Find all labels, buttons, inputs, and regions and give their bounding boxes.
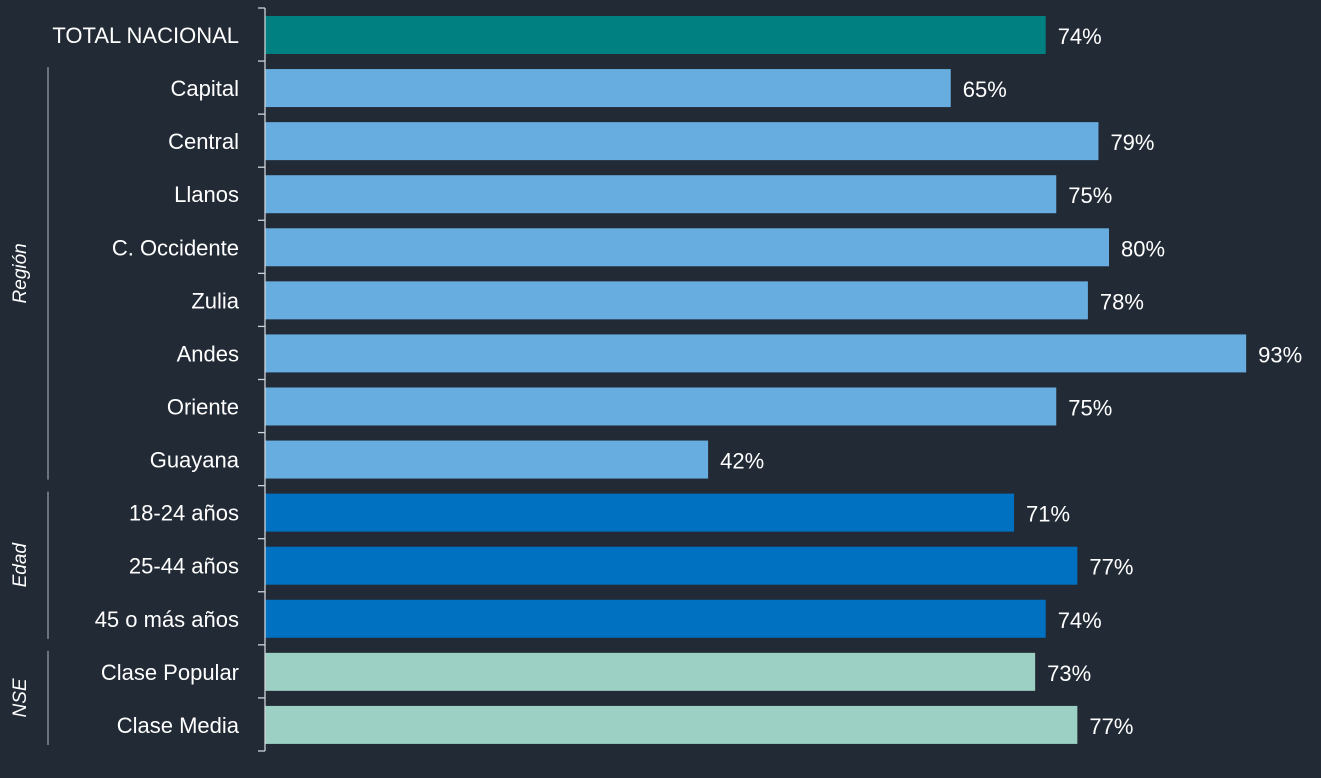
category-axis — [258, 7, 266, 752]
group-brackets: Región Edad NSE — [10, 67, 49, 745]
bar-25-44-a-os — [265, 546, 1078, 585]
value-label-zulia: 78% — [1100, 289, 1144, 314]
bar-clase-popular — [265, 652, 1036, 691]
category-label-c-occidente: C. Occidente — [112, 235, 239, 260]
bar-zulia — [265, 281, 1088, 320]
value-label-oriente: 75% — [1068, 395, 1112, 420]
category-label-guayana: Guayana — [150, 448, 240, 473]
value-label-guayana: 42% — [720, 449, 764, 474]
value-label-capital: 65% — [963, 77, 1007, 102]
bar-oriente — [265, 387, 1057, 426]
category-label-total-nacional: TOTAL NACIONAL — [52, 23, 239, 48]
category-label-zulia: Zulia — [191, 288, 239, 313]
category-label-central: Central — [168, 129, 239, 154]
bar-capital — [265, 69, 951, 108]
category-label-18-24-a-os: 18-24 años — [129, 501, 239, 526]
bar-18-24-a-os — [265, 493, 1015, 532]
value-label-llanos: 75% — [1068, 183, 1112, 208]
value-label-clase-popular: 73% — [1047, 661, 1091, 686]
category-label-llanos: Llanos — [174, 182, 239, 207]
value-label-25-44-a-os: 77% — [1089, 555, 1133, 580]
bar-llanos — [265, 175, 1057, 214]
group-label-nse: NSE — [10, 678, 31, 717]
value-label-total-nacional: 74% — [1058, 24, 1102, 49]
bar-central — [265, 122, 1099, 161]
bar-andes — [265, 334, 1247, 373]
category-labels: TOTAL NACIONAL Capital Central Llanos C. Occ… — [52, 23, 239, 738]
bar-clase-media — [265, 705, 1078, 744]
value-labels: 74% 65% 79% 75% 80% 78% 93% 75% 42% 71% 77% 74% 73% 7… — [720, 24, 1302, 739]
group-label-región: Región — [10, 243, 31, 303]
category-label-25-44-a-os: 25-44 años — [129, 554, 239, 579]
value-label-clase-media: 77% — [1089, 714, 1133, 739]
bars — [265, 16, 1247, 744]
value-label-18-24-a-os: 71% — [1026, 502, 1070, 527]
bar-c-occidente — [265, 228, 1109, 267]
bar-guayana — [265, 440, 709, 479]
bar-45-o-m-s-a-os — [265, 599, 1046, 638]
bar-total-nacional — [265, 16, 1046, 54]
category-label-clase-media: Clase Media — [117, 713, 240, 738]
group-label-edad: Edad — [10, 542, 31, 588]
category-label-45-o-m-s-a-os: 45 o más años — [95, 607, 239, 632]
category-label-capital: Capital — [171, 76, 239, 101]
value-label-andes: 93% — [1258, 342, 1302, 367]
category-label-oriente: Oriente — [167, 394, 239, 419]
value-label-c-occidente: 80% — [1121, 236, 1165, 261]
category-label-clase-popular: Clase Popular — [101, 660, 239, 685]
value-label-central: 79% — [1110, 130, 1154, 155]
value-label-45-o-m-s-a-os: 74% — [1058, 608, 1102, 633]
category-label-andes: Andes — [177, 341, 239, 366]
